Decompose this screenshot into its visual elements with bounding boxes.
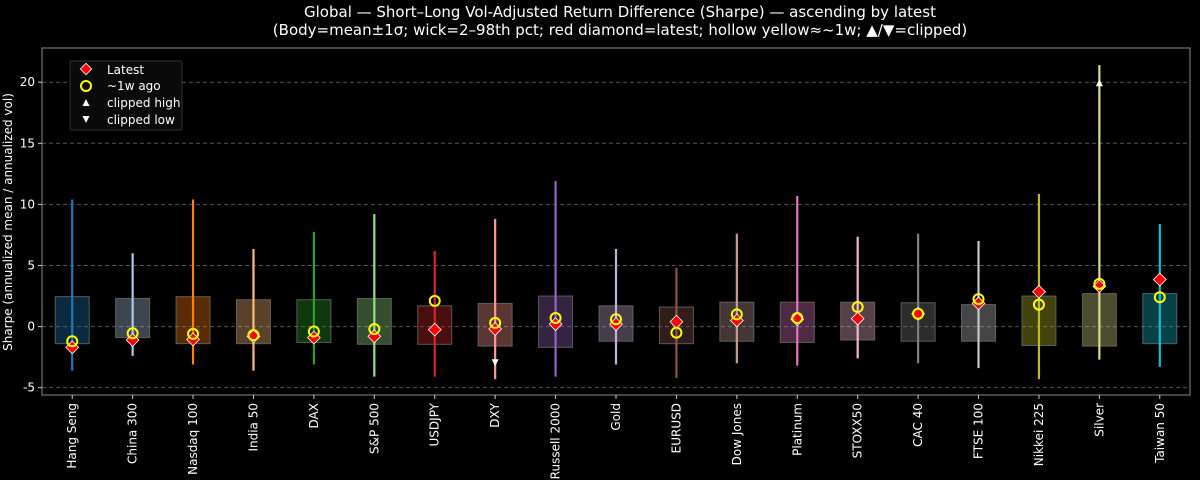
week-ago-marker	[489, 316, 502, 329]
x-tick-label: China 300	[126, 403, 140, 464]
week-ago-marker	[670, 326, 683, 339]
x-axis: Hang Seng China 300 Nasdaq 100 India 50 DAX S…	[65, 395, 1167, 479]
x-tick-label: USDJPY	[428, 402, 442, 446]
x-tick-label: Taiwan 50	[1153, 403, 1167, 464]
week-ago-marker	[247, 329, 260, 342]
x-tick-label: FTSE 100	[972, 403, 986, 459]
week-ago-marker	[1093, 277, 1106, 290]
series-gold	[598, 248, 634, 365]
chart-title: Global — Short–Long Vol-Adjusted Return …	[304, 3, 936, 21]
y-axis: -5 0 5 10 15 20	[20, 75, 42, 395]
latest-marker	[1092, 279, 1107, 294]
x-tick-label: Russell 2000	[549, 403, 563, 479]
latest-marker	[1032, 284, 1046, 299]
x-tick-label: DXY	[488, 402, 502, 427]
week-ago-marker	[791, 312, 804, 325]
x-tick-label: Nasdaq 100	[186, 403, 200, 475]
legend-clipped-low-marker	[82, 116, 90, 123]
series-ftse-100	[961, 241, 997, 369]
series-nasdaq-100	[175, 199, 211, 365]
series-silver	[1081, 65, 1117, 360]
x-tick-label: S&P 500	[367, 403, 381, 454]
y-tick-label: -5	[23, 381, 35, 395]
series-russell-2000	[538, 181, 574, 377]
week-ago-marker	[66, 335, 79, 348]
legend-clipped-high-marker	[82, 99, 90, 106]
legend-latest-marker	[79, 62, 93, 76]
x-tick-label: Hang Seng	[65, 403, 79, 469]
x-tick-label: EURUSD	[669, 403, 683, 453]
legend: Latest ~1w ago clipped high clipped low	[69, 60, 183, 131]
y-tick-label: 15	[20, 136, 35, 150]
legend-frame	[69, 60, 183, 131]
series-china-300	[115, 253, 151, 356]
series-eurusd	[658, 267, 694, 378]
week-ago-marker	[187, 327, 200, 340]
series-hang-seng	[54, 199, 90, 371]
series-taiwan-50	[1142, 223, 1178, 367]
legend-latest-label: Latest	[107, 63, 144, 77]
y-axis-label: Sharpe (annualized mean / annualized vol…	[1, 93, 15, 351]
x-tick-label: Nikkei 225	[1032, 403, 1046, 466]
latest-marker	[669, 314, 684, 329]
series-india-50	[235, 248, 271, 371]
x-tick-label: Dow Jones	[730, 403, 744, 465]
week-ago-marker	[307, 325, 320, 338]
plot-marks	[54, 65, 1178, 380]
y-tick-label: 5	[27, 258, 35, 272]
legend-clipped-high-label: clipped high	[107, 96, 180, 110]
y-tick-label: 10	[20, 197, 35, 211]
week-ago-marker	[1032, 298, 1045, 311]
x-tick-label: CAC 40	[911, 403, 925, 447]
series-nikkei-225	[1021, 194, 1057, 380]
x-tick-label: STOXX50	[851, 403, 865, 458]
x-tick-label: Gold	[609, 403, 623, 431]
latest-marker	[427, 322, 442, 337]
series-dxy	[477, 219, 513, 380]
clipped-low-marker	[491, 359, 499, 367]
week-ago-marker	[851, 301, 864, 314]
clipped-high-marker	[1095, 79, 1103, 87]
week-ago-marker	[549, 312, 562, 325]
latest-marker	[850, 311, 865, 326]
series-usdjpy	[417, 250, 453, 377]
chart-subtitle: (Body=mean±1σ; wick=2–98th pct; red diam…	[273, 21, 967, 39]
week-ago-marker	[126, 327, 139, 340]
y-tick-label: 0	[27, 320, 35, 334]
series-s-p-500	[356, 214, 392, 377]
y-tick-label: 20	[20, 75, 35, 89]
week-ago-marker	[972, 293, 985, 306]
week-ago-marker	[912, 307, 925, 320]
week-ago-marker	[1153, 291, 1166, 304]
x-tick-label: India 50	[246, 403, 260, 452]
series-stoxx50	[840, 236, 876, 359]
latest-marker	[1152, 272, 1167, 287]
week-ago-marker	[730, 308, 743, 321]
series-cac-40	[900, 233, 936, 364]
week-ago-marker	[368, 323, 381, 336]
series-dax	[296, 231, 332, 365]
legend-week-ago-label: ~1w ago	[107, 79, 161, 93]
series-platinum	[779, 195, 815, 366]
legend-week-ago-marker	[80, 80, 92, 92]
x-tick-label: Silver	[1092, 403, 1106, 437]
series-dow-jones	[719, 233, 755, 364]
week-ago-marker	[610, 313, 622, 326]
x-tick-label: Platinum	[790, 403, 804, 456]
legend-clipped-low-label: clipped low	[107, 113, 175, 127]
x-tick-label: DAX	[307, 403, 321, 428]
week-ago-marker	[428, 294, 441, 307]
